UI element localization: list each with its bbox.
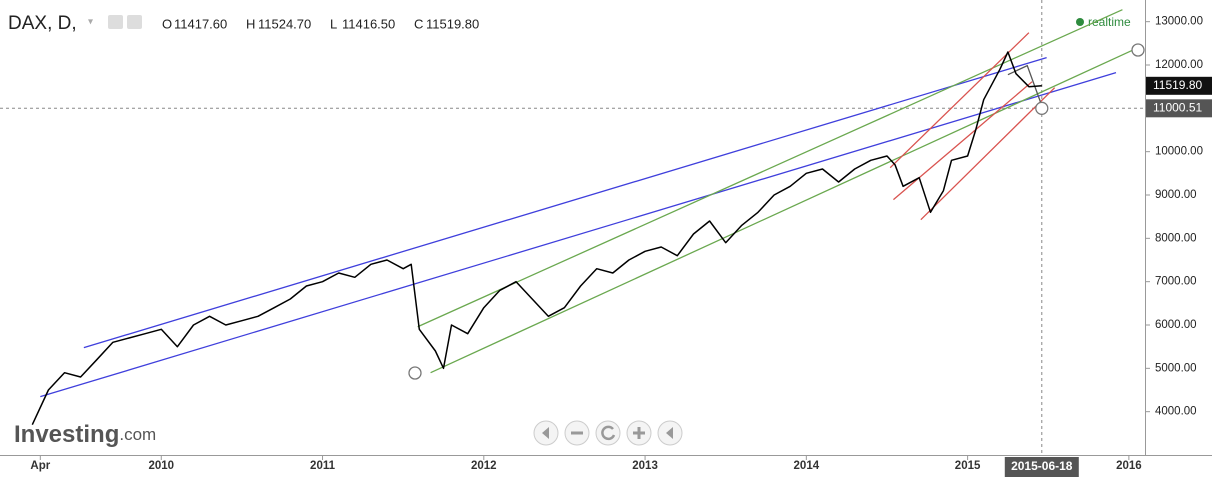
trendline <box>920 87 1056 221</box>
x-tick-label: 2014 <box>794 460 820 472</box>
x-tick-label: 2010 <box>148 460 174 472</box>
trendline <box>40 72 1117 398</box>
y-tick-label: 9000.00 <box>1155 189 1197 201</box>
trendline <box>1007 64 1043 106</box>
trendline <box>417 9 1123 328</box>
logo-suffix: .com <box>119 425 156 444</box>
x-tick-label: 2012 <box>471 460 497 472</box>
ohlc-value: 11417.60 <box>174 16 227 31</box>
x-tick-label: 2016 <box>1116 460 1142 472</box>
logo: Investing.com <box>14 421 156 448</box>
anchor-handle <box>1035 101 1049 115</box>
ohlc-key: H <box>246 16 255 31</box>
ohlc: O 11417.60 H 11524.70 L 11416.50 C 11519.80 <box>162 16 479 31</box>
settings-button[interactable] <box>127 15 142 29</box>
ohlc-value: 11416.50 <box>342 16 395 31</box>
x-tick-label: 2013 <box>632 460 658 472</box>
y-tick-label: 4000.00 <box>1155 406 1197 418</box>
zoom-controls <box>533 420 683 446</box>
ohlc-key: O <box>162 16 172 31</box>
y-tick-label: 10000.00 <box>1155 146 1203 158</box>
x-tick-label: 2011 <box>310 460 336 472</box>
ohlc-value: 11519.80 <box>426 16 479 31</box>
zoom-icons <box>571 427 645 439</box>
ohlc-value: 11524.70 <box>258 16 311 31</box>
reset-icon <box>601 425 616 441</box>
crosshair-x-label: 2015-06-18 <box>1011 459 1073 473</box>
eye-button[interactable] <box>108 15 123 29</box>
y-tick-label: 8000.00 <box>1155 232 1197 244</box>
x-tick-label: 2015 <box>955 460 981 472</box>
y-tick-label: 12000.00 <box>1155 59 1203 71</box>
y-tick-label: 7000.00 <box>1155 276 1197 288</box>
symbol: DAX, D, <box>8 13 77 34</box>
y-tick-label: 5000.00 <box>1155 362 1197 374</box>
y-tick-label: 13000.00 <box>1155 16 1203 28</box>
ohlc-key: C <box>414 16 423 31</box>
crosshair-y-label: 11000.51 <box>1153 100 1202 114</box>
reset[interactable] <box>595 420 621 446</box>
last-price-box <box>1146 76 1212 95</box>
dropdown[interactable]: ▾ <box>88 17 93 28</box>
crosshair-y-box <box>1146 99 1212 118</box>
realtime: realtime <box>1088 15 1131 29</box>
trendline <box>430 49 1134 374</box>
crosshair-x-box <box>1004 457 1079 477</box>
last-price-label: 11519.80 <box>1153 78 1202 92</box>
y-tick-label: 6000.00 <box>1155 319 1197 331</box>
anchor-handle <box>408 366 422 380</box>
trendline <box>893 81 1033 201</box>
trendline <box>83 57 1047 349</box>
x-tick-label: Apr <box>30 460 50 472</box>
logo-main: Investing <box>14 421 119 448</box>
ohlc-key: L <box>330 16 337 31</box>
realtime-dot <box>1076 18 1084 26</box>
price-line <box>31 51 1042 426</box>
anchor-handle <box>1131 43 1145 57</box>
